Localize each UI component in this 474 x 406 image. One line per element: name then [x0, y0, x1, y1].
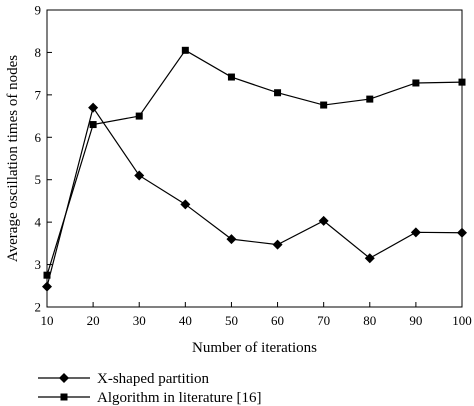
data-point-square: [458, 78, 466, 86]
data-point-square: [135, 112, 143, 120]
data-point-diamond: [134, 170, 145, 181]
legend-item-algorithm-in-literature: Algorithm in literature [16]: [38, 390, 262, 406]
legend: X-shaped partition Algorithm in literatu…: [38, 371, 262, 406]
data-point-diamond: [226, 234, 237, 245]
y-tick-label: 5: [35, 172, 42, 187]
series-algorithm-in-literature-16: [43, 46, 466, 279]
x-tick-label: 30: [133, 313, 146, 328]
legend-marker-diamond: [59, 373, 69, 383]
legend-marker-square: [60, 393, 68, 401]
x-axis-label: Number of iterations: [192, 340, 317, 356]
y-axis-label: Average oscillation times of nodes: [5, 55, 21, 262]
x-tick-label: 40: [179, 313, 192, 328]
x-tick-label: 50: [225, 313, 238, 328]
y-tick-label: 7: [35, 87, 42, 102]
x-tick-label: 90: [409, 313, 422, 328]
series-layer: [42, 46, 467, 292]
data-point-diamond: [364, 253, 375, 264]
y-tick-label: 2: [35, 300, 42, 315]
data-point-diamond: [457, 227, 467, 238]
series-line-x-shaped-partition: [46, 106, 463, 287]
data-point-square: [320, 101, 328, 109]
series-line-algorithm-in-literature-16: [46, 49, 463, 276]
x-tick-label: 10: [41, 313, 54, 328]
data-point-square: [366, 95, 374, 103]
plot-area-frame: [46, 9, 463, 308]
data-point-square: [227, 73, 235, 81]
x-tick-label: 70: [317, 313, 330, 328]
y-axis-ticks: 2 3 4 5 6 7 8 9: [35, 3, 52, 315]
legend-item-x-shaped-partition: X-shaped partition: [38, 371, 210, 387]
x-tick-label: 80: [363, 313, 376, 328]
data-point-diamond: [180, 199, 191, 210]
y-tick-label: 9: [35, 3, 42, 18]
y-tick-label: 4: [35, 215, 42, 230]
x-tick-label: 100: [452, 313, 472, 328]
data-point-square: [412, 79, 420, 87]
y-tick-label: 6: [35, 130, 42, 145]
x-axis-ticks: 10 20 30 40 50 60 70 80 90 100: [41, 302, 472, 328]
y-tick-label: 3: [35, 257, 42, 272]
legend-label-algorithm-in-literature: Algorithm in literature [16]: [97, 390, 262, 406]
y-tick-label: 8: [35, 45, 42, 60]
data-point-square: [89, 121, 97, 129]
data-point-diamond: [88, 102, 99, 113]
data-point-diamond: [42, 281, 52, 292]
x-tick-label: 20: [87, 313, 100, 328]
data-point-diamond: [272, 239, 283, 250]
data-point-square: [181, 46, 189, 54]
x-tick-label: 60: [271, 313, 284, 328]
data-point-square: [274, 89, 282, 97]
data-point-diamond: [318, 215, 329, 226]
legend-label-x-shaped-partition: X-shaped partition: [97, 371, 210, 387]
data-point-square: [43, 271, 51, 279]
series-x-shaped-partition: [42, 102, 467, 292]
data-point-diamond: [410, 227, 421, 238]
